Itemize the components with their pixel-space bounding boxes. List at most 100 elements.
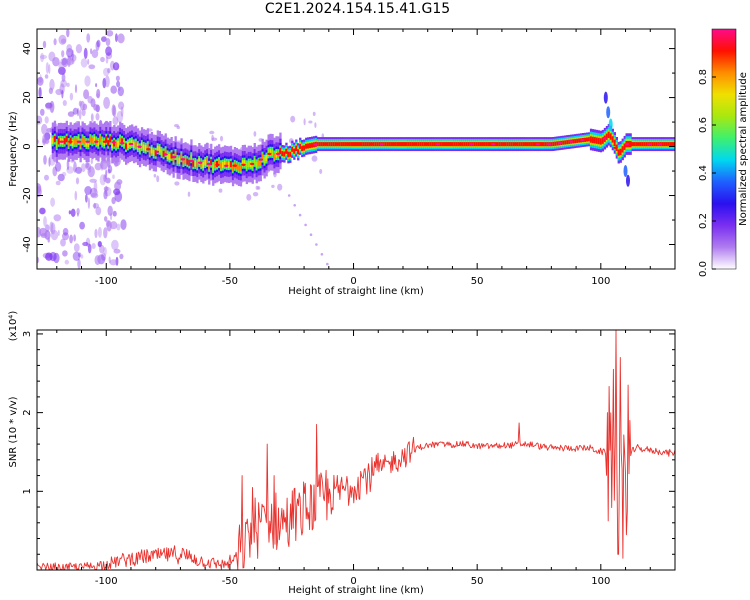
spectrogram-cell bbox=[142, 144, 146, 151]
spectrogram-noise-cell bbox=[312, 111, 316, 116]
spectrogram-noise-cell bbox=[84, 186, 92, 195]
spectrogram-peak-cell bbox=[613, 146, 618, 149]
spectrogram-cell bbox=[667, 142, 670, 147]
spectrogram-noise-cell bbox=[48, 87, 54, 95]
spectrogram-peak-cell bbox=[94, 140, 99, 143]
spectrogram-cell bbox=[146, 143, 150, 150]
spectrogram-cell bbox=[222, 162, 225, 169]
spectrogram-noise-cell bbox=[320, 253, 324, 256]
spectrogram-cell bbox=[77, 136, 80, 143]
spectrogram-noise-cell bbox=[37, 76, 44, 86]
spectrogram-peak-cell bbox=[368, 142, 373, 146]
spectrogram-noise-cell bbox=[311, 155, 318, 162]
spectrogram-noise-cell bbox=[72, 107, 79, 115]
spectrogram-noise-cell bbox=[271, 184, 275, 188]
spectrogram-noise-cell bbox=[37, 115, 43, 125]
spectrogram-cell bbox=[255, 161, 258, 168]
spectrogram-noise-cell bbox=[39, 54, 48, 60]
spectrogram-cell bbox=[388, 142, 391, 147]
x-tick-label: 100 bbox=[591, 276, 610, 287]
spectrogram-cell bbox=[532, 142, 535, 147]
colorbar-ticks: 0.0 0.2 0.4 0.6 0.8 bbox=[698, 69, 716, 277]
spectrogram-cell bbox=[530, 142, 533, 147]
spectrogram-cell bbox=[400, 142, 403, 147]
spectrogram-cell bbox=[140, 142, 144, 149]
spectrogram-noise-cell bbox=[87, 197, 90, 209]
spectrogram-cell bbox=[595, 137, 599, 144]
spectrogram-peak-cell bbox=[513, 142, 518, 146]
spectrogram-noise-cell bbox=[220, 135, 223, 142]
spectrogram-noise-cell bbox=[48, 64, 51, 75]
spectrogram-cell bbox=[374, 142, 377, 147]
spectrogram-noise-cell bbox=[86, 33, 91, 43]
spectrogram-noise-cell bbox=[93, 202, 97, 209]
spectrogram-cell bbox=[487, 142, 490, 147]
spectrogram-noise-cell bbox=[116, 179, 123, 185]
spectrogram-peak-cell bbox=[335, 142, 340, 146]
spectrogram-cell bbox=[184, 157, 187, 164]
spectrogram-cell bbox=[180, 153, 183, 160]
spectrogram-noise-cell bbox=[103, 96, 110, 109]
spectrogram-cell bbox=[89, 136, 92, 143]
spectrogram-cell bbox=[263, 157, 266, 164]
spectrogram-peak-cell bbox=[275, 152, 281, 156]
spectrogram-noise-cell bbox=[101, 36, 107, 42]
spectrogram-cell bbox=[71, 140, 74, 147]
spectrogram-peak-cell bbox=[215, 163, 220, 167]
spectrogram-noise-cell bbox=[253, 131, 257, 137]
spectrogram-noise-cell bbox=[42, 134, 47, 146]
spectrogram-noise-cell bbox=[116, 80, 121, 88]
spectrogram-cell bbox=[586, 137, 589, 142]
spectrogram-cell bbox=[498, 142, 502, 147]
spectrogram-noise-cell bbox=[290, 115, 296, 123]
spectrogram-peak-cell bbox=[85, 140, 90, 143]
spectrogram-cell bbox=[225, 161, 229, 168]
snr-x-label: Height of straight line (km) bbox=[288, 585, 424, 596]
spectrogram-cell bbox=[190, 154, 193, 161]
spectrogram-cell bbox=[150, 147, 154, 154]
spectrogram-noise-cell bbox=[96, 88, 101, 99]
snr-y-scale-label: (x10⁴) bbox=[8, 311, 19, 342]
colorbar-gradient bbox=[711, 28, 737, 270]
spectrogram-peak-cell bbox=[76, 140, 82, 143]
spectrogram-cell bbox=[251, 162, 254, 169]
spectrogram-cell bbox=[542, 142, 545, 147]
spectrogram-noise-cell bbox=[103, 227, 108, 239]
spectrogram-noise-cell bbox=[99, 174, 107, 186]
spectrogram-noise-cell bbox=[82, 241, 89, 247]
spectrogram-noise-cell bbox=[117, 33, 125, 44]
spectrogram-noise-cell bbox=[87, 58, 90, 65]
spectrogram-noise-cell bbox=[88, 64, 96, 70]
spectrogram-noise-cell bbox=[95, 113, 100, 121]
spectrogram-noise-cell bbox=[71, 49, 74, 60]
spectrogram-noise-cell bbox=[68, 210, 72, 215]
spectrogram-cell bbox=[332, 142, 336, 147]
spectrogram-cell bbox=[407, 142, 411, 147]
spectrogram-cell bbox=[540, 142, 543, 147]
spectrogram-cell bbox=[639, 142, 642, 147]
spectrogram-peak-cell bbox=[580, 138, 585, 142]
spectrogram-noise-cell bbox=[50, 222, 56, 235]
spectrogram-cell bbox=[378, 142, 381, 147]
spectrogram-cell bbox=[241, 160, 245, 167]
spectrogram-noise-cell bbox=[315, 243, 318, 246]
spectrogram-peak-cell bbox=[163, 153, 168, 156]
spectrogram-noise-cell bbox=[61, 171, 67, 177]
spectrogram-cell bbox=[305, 143, 308, 149]
spectrogram-cell bbox=[206, 158, 209, 165]
spectrogram-peak-cell bbox=[413, 142, 418, 146]
spectrogram-noise-cell bbox=[45, 62, 50, 74]
spectrogram-noise-cell bbox=[104, 216, 108, 222]
spectrogram-noise-cell bbox=[83, 47, 88, 60]
spectrogram-noise-cell bbox=[91, 243, 96, 249]
spectrogram-cell bbox=[609, 133, 612, 140]
spectrogram-cell bbox=[669, 142, 672, 147]
spectrogram-peak-cell bbox=[658, 142, 663, 146]
spectrogram-noise-cell bbox=[252, 192, 259, 197]
spectrogram-noise-cell bbox=[80, 254, 84, 259]
spectrogram-peak-cell bbox=[457, 142, 463, 146]
spectrogram-cell bbox=[495, 142, 498, 147]
spectrogram-cell bbox=[584, 137, 587, 142]
spectrogram-noise-cell bbox=[37, 77, 43, 83]
